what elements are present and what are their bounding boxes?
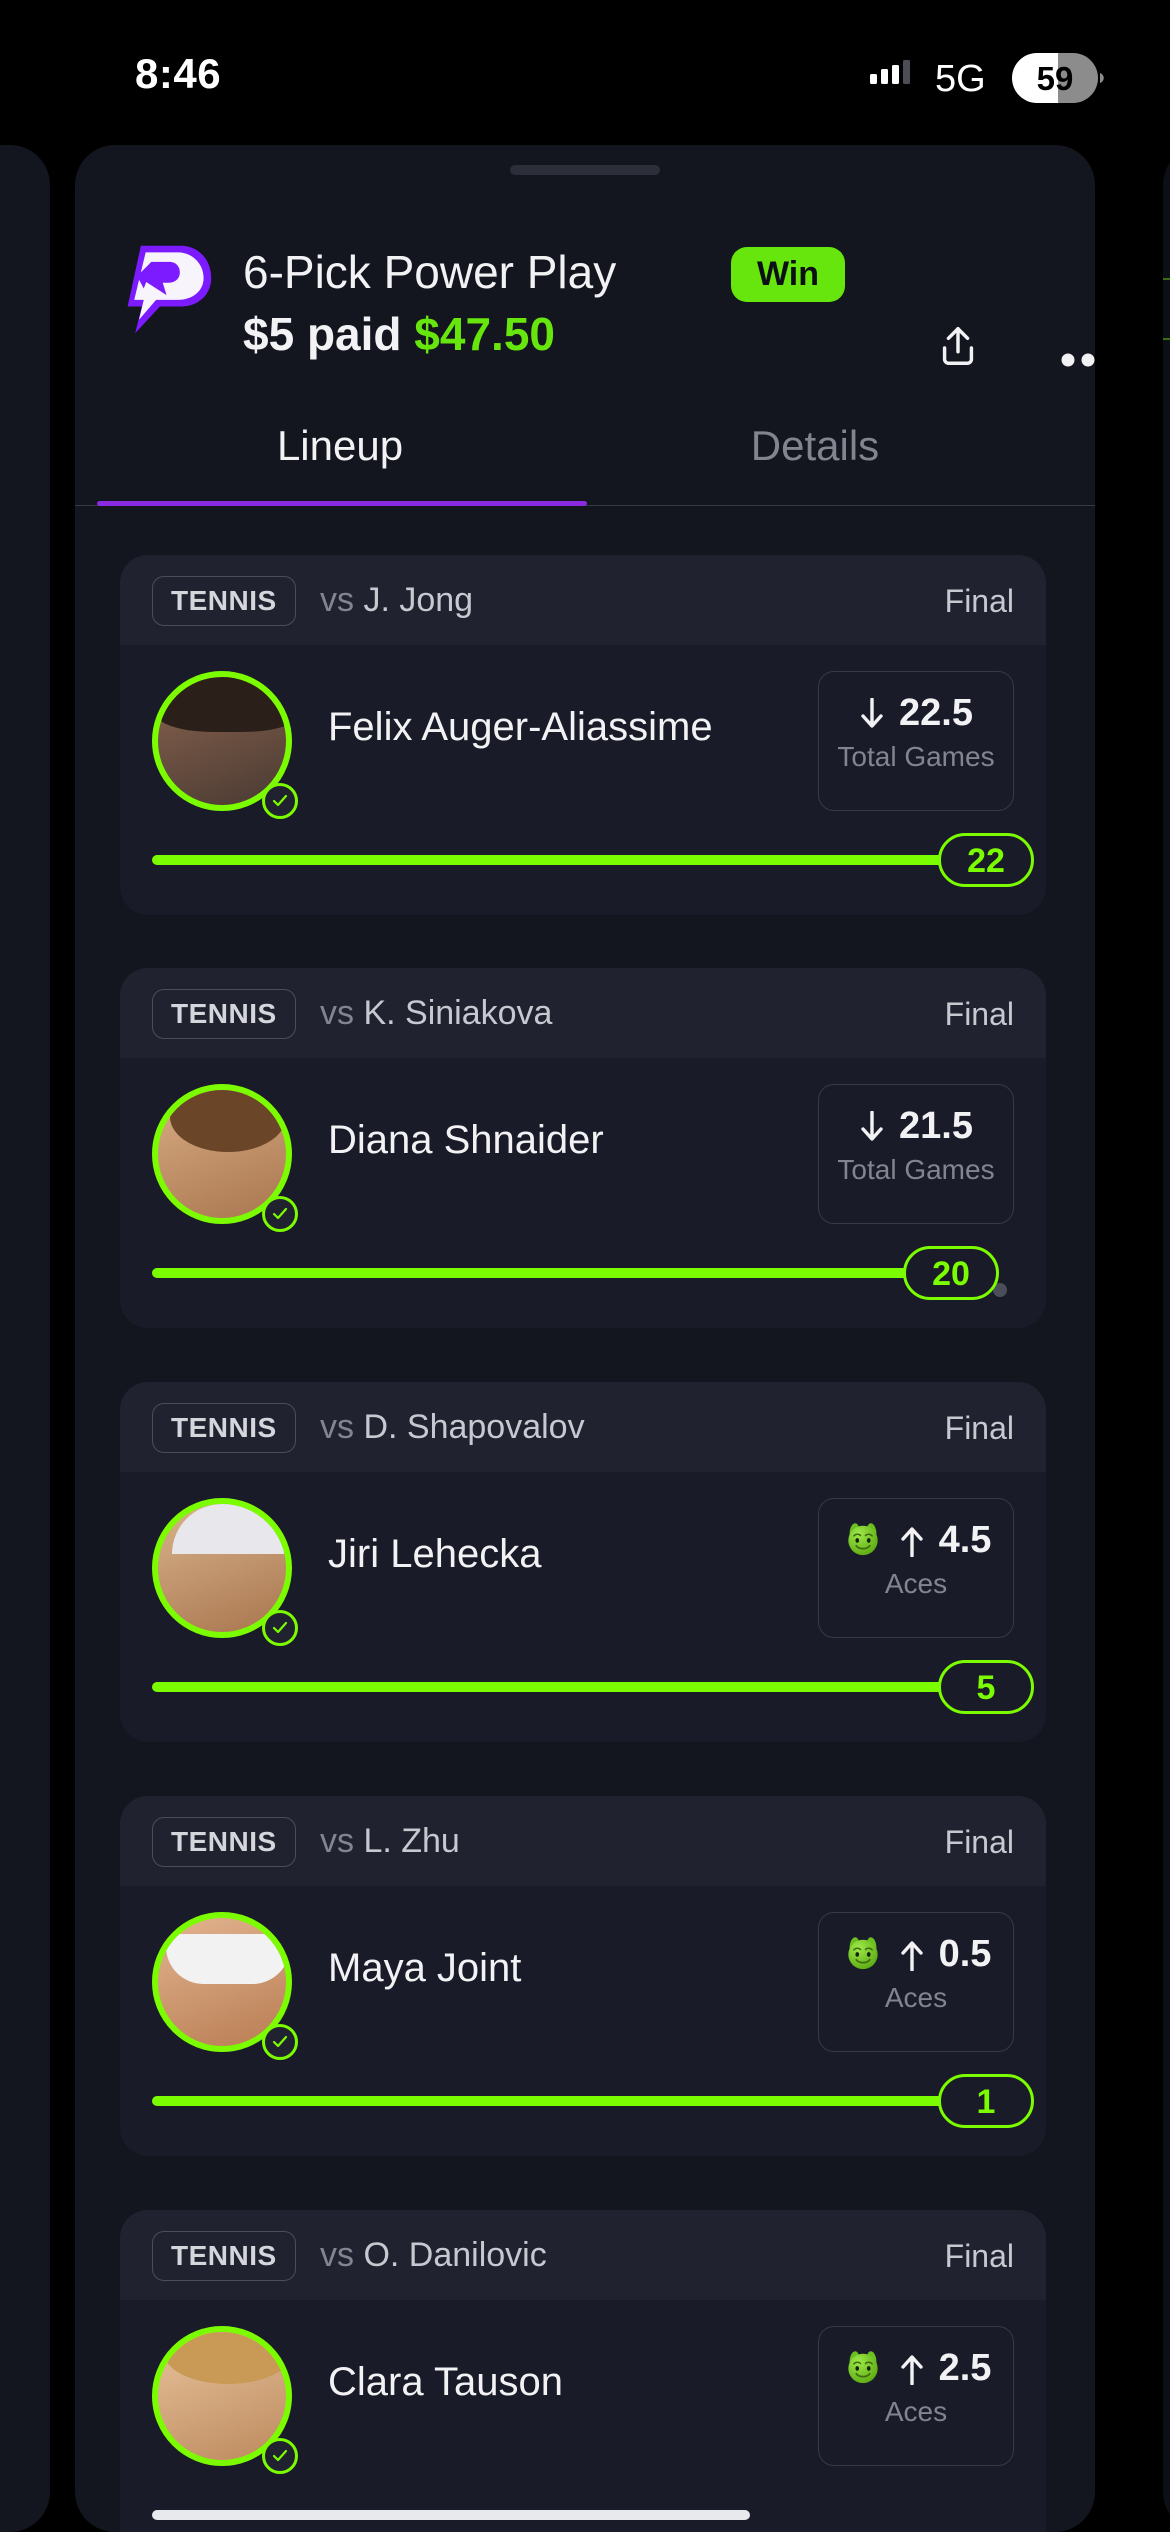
svg-text:59: 59: [1037, 60, 1074, 97]
